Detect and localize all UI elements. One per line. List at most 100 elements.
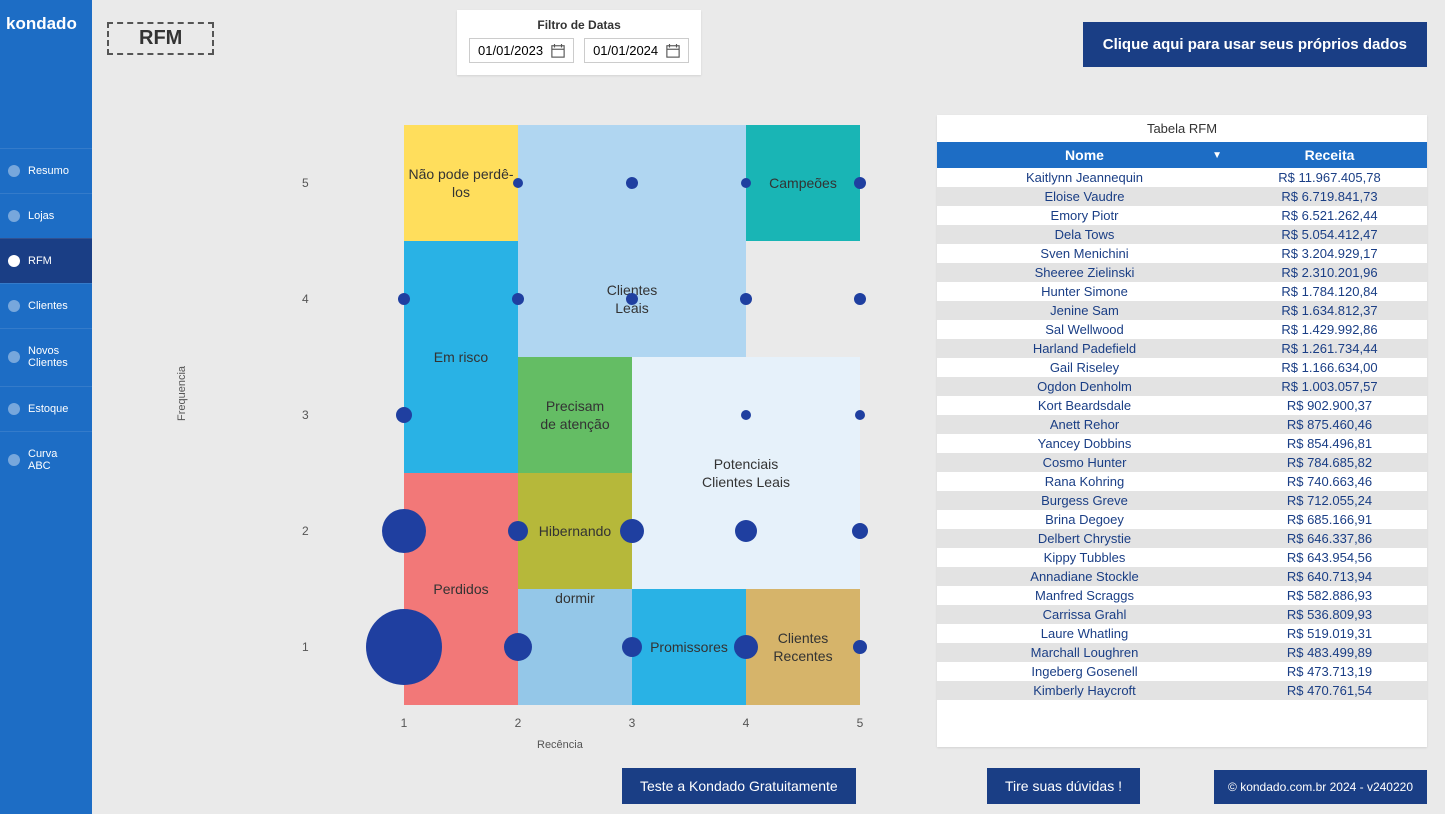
table-row[interactable]: Rana KohringR$ 740.663,46 bbox=[937, 472, 1427, 491]
table-row[interactable]: Manfred ScraggsR$ 582.886,93 bbox=[937, 586, 1427, 605]
table-row[interactable]: Kaitlynn JeannequinR$ 11.967.405,78 bbox=[937, 168, 1427, 187]
rfm-bubble[interactable] bbox=[855, 410, 865, 420]
column-nome[interactable]: Nome ▼ bbox=[937, 142, 1232, 168]
table-row[interactable]: Sal WellwoodR$ 1.429.992,86 bbox=[937, 320, 1427, 339]
sidebar-item-rfm[interactable]: RFM bbox=[0, 238, 92, 283]
rfm-bubble[interactable] bbox=[513, 178, 523, 188]
rfm-bubble[interactable] bbox=[366, 609, 442, 685]
sidebar-item-lojas[interactable]: Lojas bbox=[0, 193, 92, 238]
rfm-bubble[interactable] bbox=[382, 509, 426, 553]
rfm-bubble[interactable] bbox=[508, 521, 528, 541]
table-row[interactable]: Anett RehorR$ 875.460,46 bbox=[937, 415, 1427, 434]
rfm-region[interactable]: Hibernando bbox=[518, 473, 632, 589]
table-row[interactable]: Kort BeardsdaleR$ 902.900,37 bbox=[937, 396, 1427, 415]
questions-button[interactable]: Tire suas dúvidas ! bbox=[987, 768, 1140, 804]
rfm-region[interactable]: ClientesRecentes bbox=[746, 589, 860, 705]
rfm-bubble[interactable] bbox=[853, 640, 867, 654]
rfm-bubble[interactable] bbox=[626, 293, 638, 305]
table-row[interactable]: Cosmo HunterR$ 784.685,82 bbox=[937, 453, 1427, 472]
rfm-region[interactable]: Precisamde atenção bbox=[518, 357, 632, 473]
rfm-bubble[interactable] bbox=[741, 178, 751, 188]
rfm-bubble[interactable] bbox=[626, 177, 638, 189]
cell-receita: R$ 6.521.262,44 bbox=[1232, 206, 1427, 225]
table-scroll[interactable]: Nome ▼ Receita Kaitlynn JeannequinR$ 11.… bbox=[937, 142, 1427, 747]
rfm-bubble[interactable] bbox=[854, 293, 866, 305]
cell-receita: R$ 483.499,89 bbox=[1232, 643, 1427, 662]
table-row[interactable]: Carrissa GrahlR$ 536.809,93 bbox=[937, 605, 1427, 624]
test-free-button[interactable]: Teste a Kondado Gratuitamente bbox=[622, 768, 856, 804]
rfm-region[interactable]: Campeões bbox=[746, 125, 860, 241]
nav-label: RFM bbox=[28, 255, 52, 267]
sidebar-item-clientes[interactable]: Clientes bbox=[0, 283, 92, 328]
table-row[interactable]: Ingeberg GosenellR$ 473.713,19 bbox=[937, 662, 1427, 681]
table-row[interactable]: Hunter SimoneR$ 1.784.120,84 bbox=[937, 282, 1427, 301]
cell-nome: Marchall Loughren bbox=[937, 643, 1232, 662]
rfm-bubble[interactable] bbox=[504, 633, 532, 661]
sidebar-item-resumo[interactable]: Resumo bbox=[0, 148, 92, 193]
cell-receita: R$ 1.429.992,86 bbox=[1232, 320, 1427, 339]
cell-receita: R$ 1.634.812,37 bbox=[1232, 301, 1427, 320]
cell-nome: Rana Kohring bbox=[937, 472, 1232, 491]
cell-nome: Burgess Greve bbox=[937, 491, 1232, 510]
rfm-bubble[interactable] bbox=[735, 520, 757, 542]
table-row[interactable]: Emory PiotrR$ 6.521.262,44 bbox=[937, 206, 1427, 225]
cell-receita: R$ 640.713,94 bbox=[1232, 567, 1427, 586]
rfm-bubble[interactable] bbox=[734, 635, 758, 659]
sidebar-item-novos-clientes[interactable]: NovosClientes bbox=[0, 328, 92, 385]
cell-nome: Anett Rehor bbox=[937, 415, 1232, 434]
table-row[interactable]: Burgess GreveR$ 712.055,24 bbox=[937, 491, 1427, 510]
rfm-region[interactable]: Promissores bbox=[632, 589, 746, 705]
cell-nome: Kort Beardsdale bbox=[937, 396, 1232, 415]
rfm-bubble[interactable] bbox=[854, 177, 866, 189]
rfm-bubble[interactable] bbox=[741, 410, 751, 420]
rfm-bubble[interactable] bbox=[398, 293, 410, 305]
table-row[interactable]: Kippy TubblesR$ 643.954,56 bbox=[937, 548, 1427, 567]
rfm-bubble[interactable] bbox=[852, 523, 868, 539]
table-row[interactable]: Laure WhatlingR$ 519.019,31 bbox=[937, 624, 1427, 643]
rfm-region[interactable]: PotenciaisClientes Leais bbox=[632, 357, 860, 589]
table-row[interactable]: Kimberly HaycroftR$ 470.761,54 bbox=[937, 681, 1427, 700]
table-row[interactable]: Harland PadefieldR$ 1.261.734,44 bbox=[937, 339, 1427, 358]
cell-nome: Emory Piotr bbox=[937, 206, 1232, 225]
table-title: Tabela RFM bbox=[937, 115, 1427, 142]
rfm-bubble[interactable] bbox=[396, 407, 412, 423]
column-receita[interactable]: Receita bbox=[1232, 142, 1427, 168]
table-row[interactable]: Sheeree ZielinskiR$ 2.310.201,96 bbox=[937, 263, 1427, 282]
cell-receita: R$ 3.204.929,17 bbox=[1232, 244, 1427, 263]
rfm-bubble[interactable] bbox=[512, 293, 524, 305]
rfm-region[interactable]: Em risco bbox=[404, 241, 518, 473]
table-row[interactable]: Marchall LoughrenR$ 483.499,89 bbox=[937, 643, 1427, 662]
sidebar-item-curva-abc[interactable]: CurvaABC bbox=[0, 431, 92, 488]
table-row[interactable]: Yancey DobbinsR$ 854.496,81 bbox=[937, 434, 1427, 453]
date-to-input[interactable]: 01/01/2024 bbox=[584, 38, 689, 63]
table-row[interactable]: Jenine SamR$ 1.634.812,37 bbox=[937, 301, 1427, 320]
sidebar: kondado ResumoLojasRFMClientesNovosClien… bbox=[0, 0, 92, 814]
table-row[interactable]: Dela TowsR$ 5.054.412,47 bbox=[937, 225, 1427, 244]
use-own-data-button[interactable]: Clique aqui para usar seus próprios dado… bbox=[1083, 22, 1427, 67]
y-tick: 4 bbox=[302, 292, 309, 306]
cell-nome: Eloise Vaudre bbox=[937, 187, 1232, 206]
date-from-input[interactable]: 01/01/2023 bbox=[469, 38, 574, 63]
table-row[interactable]: Delbert ChrystieR$ 646.337,86 bbox=[937, 529, 1427, 548]
rfm-bubble[interactable] bbox=[620, 519, 644, 543]
table-row[interactable]: Ogdon DenholmR$ 1.003.057,57 bbox=[937, 377, 1427, 396]
sidebar-item-estoque[interactable]: Estoque bbox=[0, 386, 92, 431]
cell-nome: Kippy Tubbles bbox=[937, 548, 1232, 567]
rfm-bubble[interactable] bbox=[740, 293, 752, 305]
cell-nome: Brina Degoey bbox=[937, 510, 1232, 529]
y-tick: 5 bbox=[302, 176, 309, 190]
table-row[interactable]: Annadiane StockleR$ 640.713,94 bbox=[937, 567, 1427, 586]
rfm-bubble[interactable] bbox=[622, 637, 642, 657]
table-row[interactable]: Gail RiseleyR$ 1.166.634,00 bbox=[937, 358, 1427, 377]
date-from-value: 01/01/2023 bbox=[478, 43, 543, 58]
cell-receita: R$ 854.496,81 bbox=[1232, 434, 1427, 453]
date-filter: Filtro de Datas 01/01/2023 01/01/2024 bbox=[457, 10, 701, 75]
table-row[interactable]: Brina DegoeyR$ 685.166,91 bbox=[937, 510, 1427, 529]
x-tick: 1 bbox=[401, 716, 408, 730]
nav-label: NovosClientes bbox=[28, 345, 68, 369]
cell-nome: Sheeree Zielinski bbox=[937, 263, 1232, 282]
cell-nome: Dela Tows bbox=[937, 225, 1232, 244]
rfm-region[interactable]: Não pode perdê-los bbox=[404, 125, 518, 241]
table-row[interactable]: Sven MenichiniR$ 3.204.929,17 bbox=[937, 244, 1427, 263]
table-row[interactable]: Eloise VaudreR$ 6.719.841,73 bbox=[937, 187, 1427, 206]
